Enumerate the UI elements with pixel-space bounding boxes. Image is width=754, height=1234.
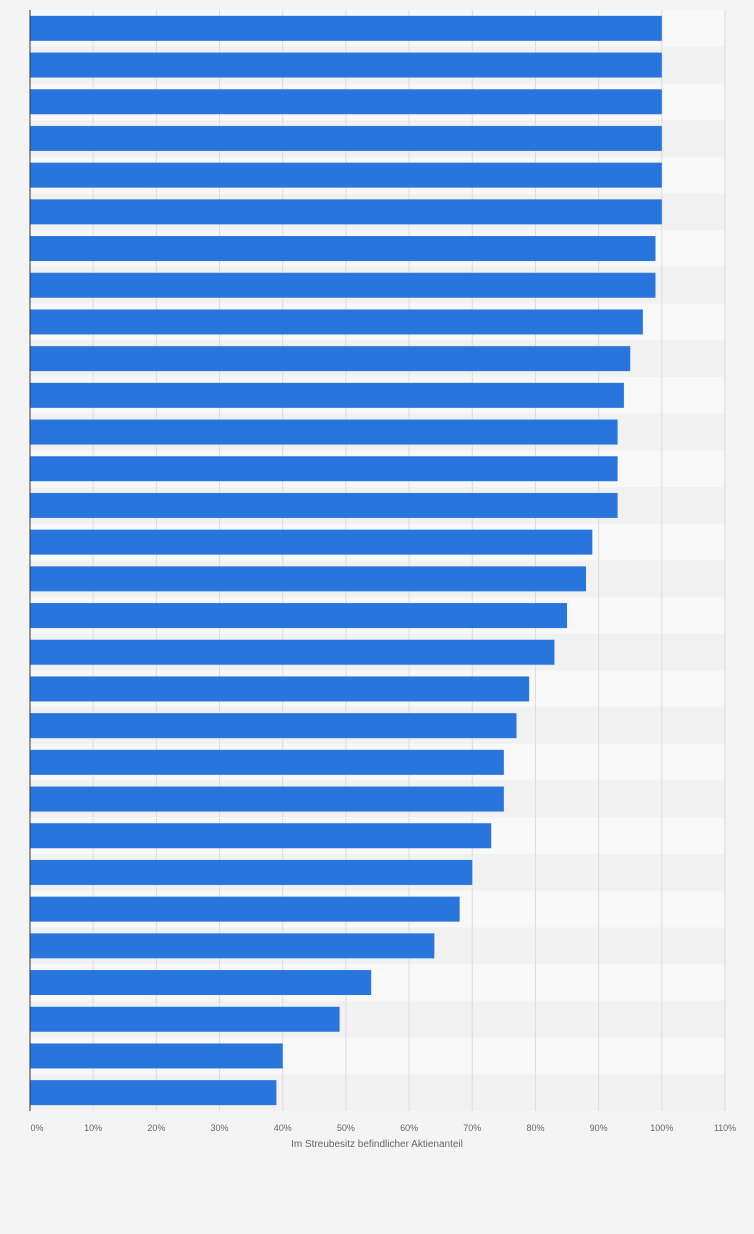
x-tick-label: 90% [590, 1123, 608, 1133]
bar [30, 639, 555, 665]
bar [30, 1080, 277, 1106]
bar [30, 125, 662, 151]
x-tick-label: 80% [526, 1123, 544, 1133]
bar [30, 199, 662, 225]
bar [30, 786, 504, 812]
bar [30, 309, 643, 335]
x-tick-label: 50% [337, 1123, 355, 1133]
bar [30, 823, 492, 849]
bar [30, 676, 530, 702]
x-tick-label: 0% [30, 1123, 43, 1133]
x-tick-label: 40% [274, 1123, 292, 1133]
bar [30, 419, 618, 445]
bar [30, 52, 662, 78]
x-tick-label: 110% [714, 1123, 736, 1133]
x-axis-label: Im Streubesitz befindlicher Aktienanteil [291, 1139, 463, 1150]
bar [30, 970, 372, 996]
bar [30, 492, 618, 518]
x-tick-label: 70% [463, 1123, 481, 1133]
x-tick-label: 10% [84, 1123, 102, 1133]
bar [30, 89, 662, 115]
bar [30, 603, 568, 629]
bar [30, 162, 662, 188]
bar [30, 749, 504, 775]
bar [30, 1043, 283, 1069]
bar [30, 529, 593, 555]
bar [30, 566, 586, 592]
x-tick-labels: 0% 10% 20% 30% 40% 50% 60% 70% 80% 90% 100% 110% [30, 1123, 736, 1133]
x-tick-label: 60% [400, 1123, 418, 1133]
x-tick-label: 20% [147, 1123, 165, 1133]
bar [30, 896, 460, 922]
x-tick-label: 100% [650, 1123, 673, 1133]
gridlines [92, 10, 726, 1111]
bar [30, 346, 631, 372]
bar [30, 933, 435, 959]
bar [30, 456, 618, 482]
bar [30, 236, 656, 262]
bar [30, 859, 473, 885]
bars [30, 15, 662, 1106]
x-tick-label: 30% [211, 1123, 229, 1133]
bar [30, 1006, 340, 1032]
bar [30, 382, 624, 408]
bar [30, 15, 662, 41]
bar [30, 713, 517, 739]
bar [30, 272, 656, 298]
